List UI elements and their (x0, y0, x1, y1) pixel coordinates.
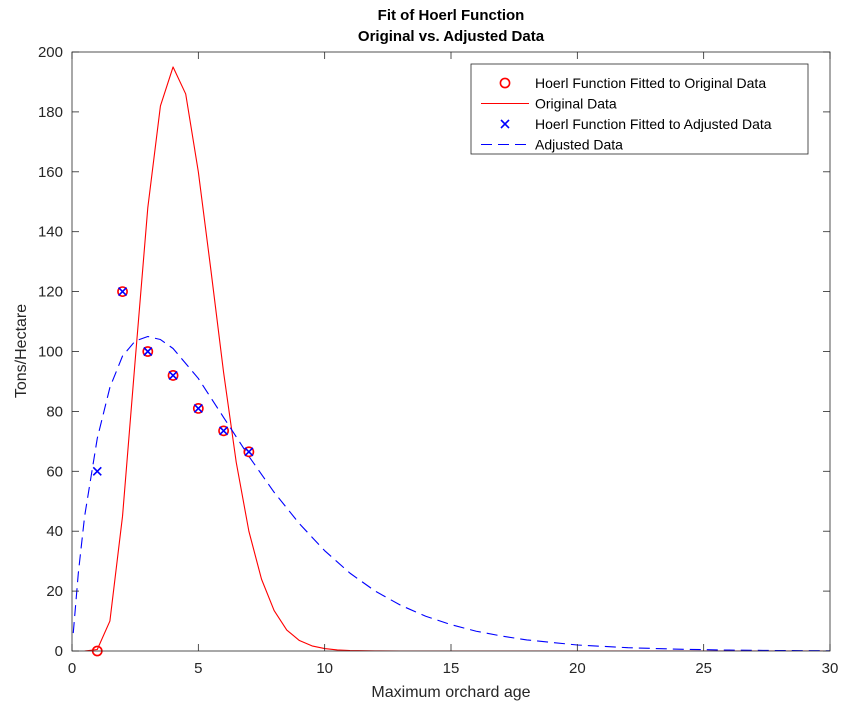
series-markers-0 (91, 286, 255, 657)
legend-label: Adjusted Data (535, 137, 623, 153)
chart-subtitle: Original vs. Adjusted Data (358, 28, 545, 45)
x-axis-label: Maximum orchard age (371, 684, 530, 701)
y-tick-label: 180 (38, 104, 63, 121)
x-tick-label: 10 (316, 660, 333, 677)
y-tick-label: 20 (46, 583, 63, 600)
data-point (117, 287, 128, 297)
data-point (193, 403, 203, 413)
x-tick-label: 15 (443, 660, 460, 677)
x-tick-label: 0 (68, 660, 76, 677)
data-point (143, 346, 153, 357)
chart-title: Fit of Hoerl Function (378, 7, 525, 24)
series-line-3 (72, 335, 830, 651)
series-markers-2 (92, 287, 254, 476)
legend-label: Hoerl Function Fitted to Adjusted Data (535, 116, 772, 132)
plot-area (72, 66, 830, 657)
legend-marker (499, 77, 511, 89)
y-tick-label: 60 (46, 463, 63, 480)
x-tick-label: 25 (695, 660, 712, 677)
y-tick-label: 200 (38, 44, 63, 61)
data-point (218, 425, 229, 437)
legend-swatch (499, 77, 511, 89)
data-point (192, 403, 204, 414)
data-point (219, 426, 229, 436)
y-tick-label: 80 (46, 403, 63, 420)
data-point (243, 446, 255, 458)
x-tick-label: 30 (822, 660, 839, 677)
legend-label: Hoerl Function Fitted to Original Data (535, 75, 766, 91)
y-tick-label: 120 (38, 284, 63, 301)
series-line-1 (84, 66, 830, 651)
legend-swatch (500, 119, 510, 129)
y-axis-label: Tons/Hectare (13, 304, 30, 398)
y-tick-label: 40 (46, 523, 63, 540)
y-tick-label: 0 (55, 643, 63, 660)
y-tick-label: 160 (38, 164, 63, 181)
data-point (167, 370, 179, 381)
legend-box (470, 63, 809, 155)
y-tick-label: 140 (38, 224, 63, 241)
data-point (117, 286, 128, 297)
legend-label: Original Data (535, 96, 617, 112)
y-tick-label: 100 (38, 344, 63, 361)
x-tick-label: 20 (569, 660, 586, 677)
x-tick-label: 5 (194, 660, 202, 677)
legend-marker (500, 119, 510, 129)
axes: 0 5 10 15 20 25 30 0 20 40 60 80 100 120 140 160 180 200 (38, 44, 838, 677)
legend: Hoerl Function Fitted to Original Data Or… (470, 63, 809, 155)
data-point (142, 346, 154, 357)
data-point (168, 370, 178, 381)
data-point (92, 466, 102, 476)
data-point (244, 447, 254, 457)
